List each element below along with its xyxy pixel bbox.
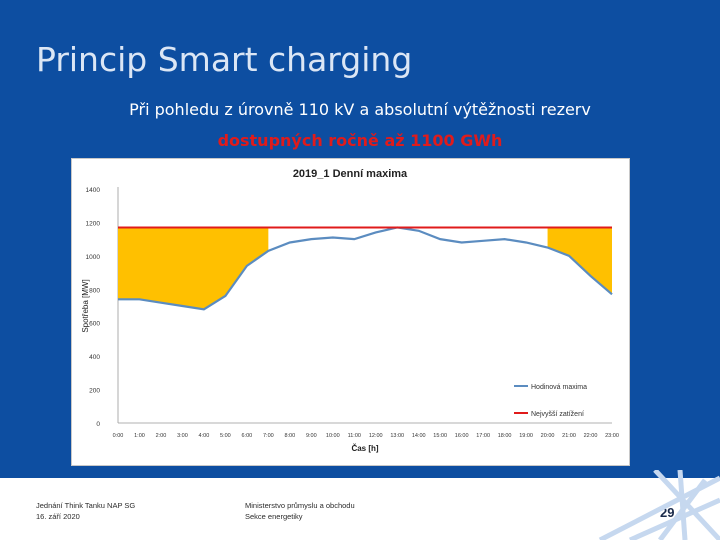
y-tick-label: 1000: [86, 254, 101, 261]
y-tick-label: 0: [96, 421, 100, 428]
x-tick-label: 0:00: [113, 433, 124, 439]
x-tick-label: 21:00: [562, 433, 576, 439]
x-tick-label: 23:00: [605, 433, 619, 439]
y-axis-label: Spotřeba [MW]: [81, 279, 90, 332]
x-tick-label: 13:00: [390, 433, 404, 439]
footer-mid: Ministerstvo průmyslu a obchodu Sekce en…: [245, 500, 355, 522]
y-tick-label: 600: [89, 321, 100, 328]
x-tick-label: 22:00: [584, 433, 598, 439]
x-tick-label: 17:00: [476, 433, 490, 439]
series-line-hourly-max: [118, 226, 613, 311]
y-tick-label: 200: [89, 388, 100, 395]
y-tick-label: 800: [89, 287, 100, 294]
x-tick-label: 11:00: [348, 433, 361, 439]
x-tick-label: 4:00: [199, 433, 210, 439]
fill-region-0: [118, 227, 269, 310]
footer-left: Jednání Think Tanku NAP SG 16. září 2020: [36, 500, 135, 522]
x-tick-label: 9:00: [306, 433, 317, 439]
x-tick-label: 6:00: [242, 433, 253, 439]
footer-meeting: Jednání Think Tanku NAP SG: [36, 501, 136, 510]
x-tick-label: 10:00: [326, 433, 340, 439]
x-tick-label: 12:00: [369, 433, 383, 439]
fill-region-1: [547, 227, 612, 295]
x-tick-label: 16:00: [455, 433, 469, 439]
chart-container: 2019_1 Denní maxima 0 200 400 600 800 1000 1200…: [71, 158, 630, 466]
x-tick-label: 14:00: [412, 433, 426, 439]
footer-section: Sekce energetiky: [245, 512, 303, 521]
x-tick-label: 20:00: [541, 433, 555, 439]
x-tick-label: 3:00: [177, 433, 188, 439]
footer-date: 16. září 2020: [36, 512, 80, 521]
decorative-lines: [598, 470, 720, 540]
x-tick-label: 1:00: [134, 433, 145, 439]
y-tick-label: 1400: [86, 187, 101, 194]
x-tick-label: 8:00: [284, 433, 295, 439]
y-tick-label: 1200: [86, 220, 101, 227]
chart-title: 2019_1 Denní maxima: [293, 168, 408, 180]
legend-label-peak-load: Nejvyšší zatížení: [531, 411, 584, 418]
x-axis-label: Čas [h]: [351, 444, 378, 453]
y-tick-label: 400: [89, 354, 100, 361]
subtitle-line-2: dostupných ročně až 1100 GWh: [217, 131, 503, 150]
x-tick-label: 15:00: [433, 433, 447, 439]
x-tick-label: 18:00: [498, 433, 512, 439]
chart-svg: 2019_1 Denní maxima 0 200 400 600 800 1000 1200…: [81, 168, 619, 453]
subtitle-line-1: Při pohledu z úrovně 110 kV a absolutní …: [129, 100, 591, 119]
x-tick-label: 19:00: [519, 433, 533, 439]
x-tick-label: 7:00: [263, 433, 274, 439]
footer-ministry: Ministerstvo průmyslu a obchodu: [245, 501, 355, 510]
x-tick-label: 2:00: [156, 433, 167, 439]
slide-title: Princip Smart charging: [36, 40, 413, 79]
legend-label-hourly-max: Hodinová maxima: [531, 384, 587, 391]
x-tick-label: 5:00: [220, 433, 231, 439]
